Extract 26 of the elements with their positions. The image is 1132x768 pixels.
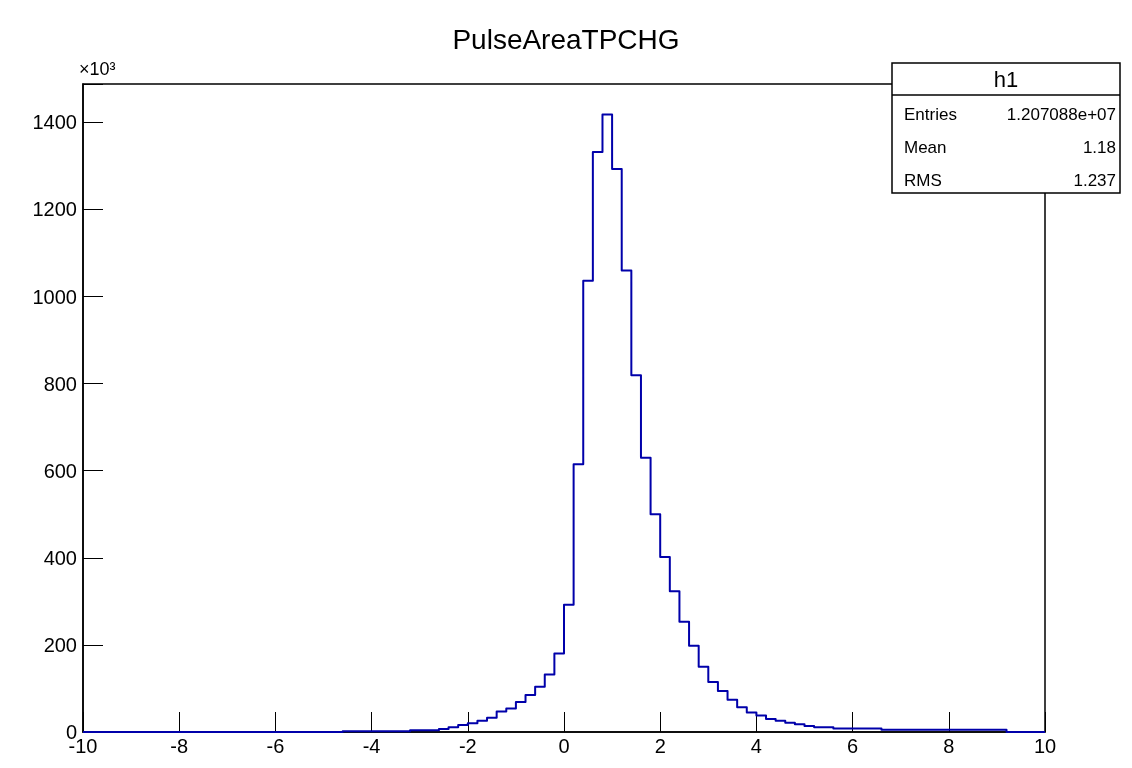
annotation: h1 (993, 66, 1019, 92)
annotation: Mean (904, 137, 947, 157)
x-tick-label: 8 (943, 735, 955, 757)
x-tick-label: -8 (170, 735, 189, 757)
x-tick-label: -4 (362, 735, 381, 757)
annotation: Entries (904, 104, 957, 124)
text: 1.237 (1073, 170, 1116, 190)
y-tick-label: 200 (43, 633, 77, 656)
y-tick-label: 800 (43, 372, 77, 395)
y-tick-label: 400 (43, 546, 77, 569)
y-axis-title: ×10³ (79, 59, 116, 79)
y-tick-label: 1000 (32, 285, 77, 308)
chart-title: PulseAreaTPCHG (452, 23, 680, 55)
x-tick-label: 0 (558, 735, 570, 757)
annotation: 1.207088e+07 (1006, 104, 1116, 124)
y-tick-label: 1400 (32, 111, 77, 134)
y-tick-label: 600 (43, 459, 77, 482)
x-tick-label: 4 (750, 735, 762, 757)
annotation: RMS (904, 170, 942, 190)
x-tick-label: 6 (847, 735, 859, 757)
y-tick-label: 1200 (32, 198, 77, 221)
x-tick-label: -6 (266, 735, 285, 757)
x-tick-label: -2 (458, 735, 477, 757)
text: 1.18 (1082, 137, 1116, 157)
x-tick-label: 10 (1033, 735, 1057, 757)
x-tick-label: 2 (654, 735, 666, 757)
